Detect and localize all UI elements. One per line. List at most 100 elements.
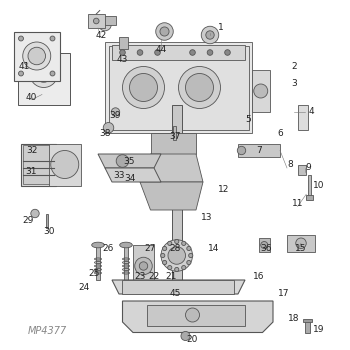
Polygon shape — [112, 280, 245, 294]
Circle shape — [190, 50, 195, 55]
Text: 24: 24 — [78, 282, 90, 292]
Bar — [23, 145, 54, 184]
Circle shape — [135, 257, 152, 275]
Circle shape — [254, 84, 268, 98]
Circle shape — [168, 241, 172, 245]
Text: 12: 12 — [218, 184, 230, 194]
Circle shape — [111, 108, 120, 116]
Bar — [304, 320, 310, 332]
Polygon shape — [287, 234, 315, 252]
Circle shape — [35, 65, 52, 82]
Circle shape — [50, 36, 55, 41]
Circle shape — [156, 23, 173, 40]
Bar — [306, 195, 313, 199]
Circle shape — [19, 71, 23, 76]
Polygon shape — [122, 301, 273, 332]
Text: 36: 36 — [260, 244, 272, 253]
Text: 9: 9 — [305, 163, 311, 173]
Text: 6: 6 — [277, 128, 283, 138]
Circle shape — [261, 241, 268, 248]
Text: 5: 5 — [246, 114, 251, 124]
Circle shape — [186, 74, 214, 102]
Polygon shape — [105, 42, 252, 133]
Circle shape — [187, 246, 191, 251]
Bar — [46, 214, 48, 228]
Bar — [172, 105, 182, 280]
Bar — [133, 245, 154, 287]
Circle shape — [225, 50, 230, 55]
Text: 8: 8 — [288, 160, 293, 169]
Circle shape — [189, 253, 193, 258]
Text: 43: 43 — [117, 55, 128, 64]
Text: 28: 28 — [169, 244, 181, 253]
Circle shape — [206, 31, 214, 39]
Circle shape — [201, 26, 219, 44]
Text: 4: 4 — [309, 107, 314, 117]
Bar — [49, 144, 80, 186]
Circle shape — [162, 260, 167, 265]
Circle shape — [168, 266, 172, 270]
Bar — [124, 245, 128, 280]
Circle shape — [155, 50, 160, 55]
Polygon shape — [238, 144, 280, 158]
Text: 40: 40 — [26, 93, 37, 103]
Bar — [308, 175, 311, 196]
Text: 27: 27 — [145, 244, 156, 253]
Circle shape — [181, 331, 190, 341]
Polygon shape — [98, 154, 161, 168]
Polygon shape — [150, 133, 196, 154]
Text: 16: 16 — [253, 272, 265, 281]
Text: 10: 10 — [313, 181, 324, 190]
Circle shape — [122, 66, 164, 108]
Circle shape — [120, 50, 125, 55]
Text: 17: 17 — [278, 289, 289, 299]
Text: 3: 3 — [291, 79, 297, 89]
Text: 26: 26 — [103, 244, 114, 253]
Polygon shape — [105, 168, 161, 182]
Bar — [96, 245, 100, 280]
Bar — [108, 46, 248, 130]
Polygon shape — [18, 52, 70, 105]
Circle shape — [182, 241, 186, 245]
Circle shape — [178, 66, 220, 108]
Circle shape — [30, 60, 58, 88]
Text: 20: 20 — [187, 335, 198, 344]
Circle shape — [237, 146, 246, 155]
Text: 31: 31 — [26, 167, 37, 176]
Bar — [252, 70, 270, 112]
Circle shape — [168, 247, 186, 264]
Polygon shape — [140, 182, 203, 210]
Text: 14: 14 — [208, 244, 219, 253]
Text: 22: 22 — [148, 272, 160, 281]
Circle shape — [186, 308, 199, 322]
Bar — [119, 37, 128, 49]
Circle shape — [161, 240, 192, 271]
Text: 7: 7 — [256, 146, 262, 155]
Text: 45: 45 — [169, 289, 181, 299]
Text: 18: 18 — [288, 314, 300, 323]
Circle shape — [130, 74, 158, 102]
Text: 19: 19 — [313, 324, 324, 334]
Bar — [88, 14, 105, 28]
Text: 37: 37 — [169, 132, 181, 141]
Circle shape — [137, 50, 143, 55]
Circle shape — [116, 155, 129, 167]
Text: 15: 15 — [295, 244, 307, 253]
Text: 1: 1 — [218, 23, 223, 33]
Text: MP4377: MP4377 — [28, 326, 67, 336]
Circle shape — [175, 267, 179, 272]
Circle shape — [207, 50, 213, 55]
Text: 42: 42 — [96, 30, 107, 40]
Text: 29: 29 — [22, 216, 34, 225]
Circle shape — [161, 253, 165, 258]
Circle shape — [28, 47, 46, 65]
Bar — [94, 16, 116, 25]
Bar — [298, 105, 308, 130]
Polygon shape — [140, 154, 203, 182]
Text: 23: 23 — [134, 272, 146, 281]
Bar — [21, 144, 56, 186]
Circle shape — [31, 209, 39, 218]
Bar — [173, 126, 176, 140]
Text: 38: 38 — [99, 128, 111, 138]
Bar — [303, 318, 312, 322]
